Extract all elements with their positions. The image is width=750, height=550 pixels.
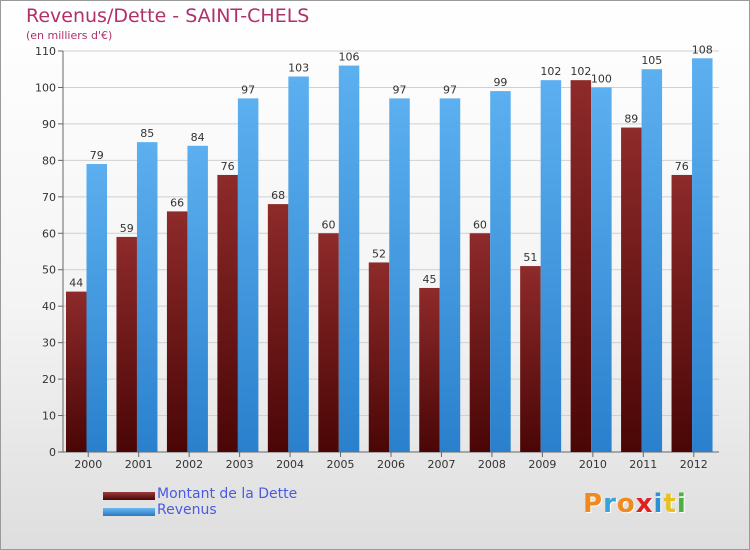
bar-dette — [621, 127, 642, 453]
data-label: 45 — [422, 273, 436, 286]
logo-letter: o — [616, 489, 636, 519]
legend-swatch-dette — [103, 492, 155, 500]
bar-dette — [419, 287, 440, 452]
data-label: 60 — [322, 218, 336, 231]
x-tick-label: 2005 — [327, 458, 355, 471]
x-tick-label: 2002 — [175, 458, 203, 471]
bar-revenus — [439, 98, 461, 453]
logo-letter: x — [635, 489, 654, 519]
x-tick-label: 2008 — [478, 458, 506, 471]
bar-dette — [469, 233, 491, 452]
bar-revenus — [692, 58, 713, 453]
legend-label-dette: Montant de la Dette — [157, 486, 298, 502]
x-tick-label: 2010 — [579, 458, 607, 471]
x-tick-label: 2012 — [680, 458, 708, 471]
bar-revenus — [187, 145, 208, 453]
bar-revenus — [237, 98, 259, 453]
proxiti-logo: Proxiti — [583, 489, 687, 519]
data-label: 59 — [120, 222, 134, 235]
bar-revenus — [389, 98, 410, 453]
data-label: 103 — [288, 62, 309, 75]
data-label: 97 — [393, 83, 407, 96]
bar-revenus — [540, 80, 562, 452]
x-tick-label: 2000 — [74, 458, 102, 471]
data-label: 97 — [443, 83, 457, 96]
data-label: 79 — [90, 149, 104, 162]
data-label: 68 — [271, 189, 285, 202]
y-tick-label: 40 — [42, 300, 56, 313]
y-tick-label: 110 — [35, 45, 56, 58]
y-tick-label: 70 — [42, 191, 56, 204]
bar-revenus — [136, 142, 158, 453]
bar-revenus — [641, 69, 663, 453]
x-tick-label: 2007 — [427, 458, 455, 471]
data-label: 84 — [191, 131, 205, 144]
legend-label-revenus: Revenus — [157, 502, 217, 518]
data-label: 85 — [140, 127, 154, 140]
data-label: 102 — [540, 65, 561, 78]
y-tick-label: 20 — [42, 373, 56, 386]
bar-dette — [166, 211, 188, 452]
y-tick-label: 60 — [42, 227, 56, 240]
y-tick-label: 30 — [42, 337, 56, 350]
data-label: 76 — [221, 160, 235, 173]
bar-dette — [217, 174, 238, 453]
y-tick-label: 100 — [35, 81, 56, 94]
y-tick-label: 80 — [42, 154, 56, 167]
bar-dette — [318, 233, 339, 452]
x-tick-label: 2011 — [629, 458, 657, 471]
y-tick-label: 10 — [42, 410, 56, 423]
bar-dette — [116, 236, 137, 452]
y-tick-label: 50 — [42, 264, 56, 277]
x-tick-label: 2009 — [528, 458, 556, 471]
legend-swatch-revenus — [103, 508, 155, 516]
x-tick-label: 2004 — [276, 458, 304, 471]
logo-letter: r — [603, 489, 617, 519]
data-label: 76 — [675, 160, 689, 173]
bar-dette — [520, 266, 541, 452]
data-label: 106 — [339, 51, 360, 64]
bar-revenus — [338, 65, 360, 452]
bar-dette — [66, 291, 87, 452]
logo-letter: t — [663, 489, 677, 519]
logo-letter: i — [676, 489, 687, 519]
data-label: 99 — [493, 76, 507, 89]
x-tick-label: 2003 — [226, 458, 254, 471]
data-label: 89 — [624, 113, 638, 126]
x-tick-label: 2001 — [125, 458, 153, 471]
y-tick-label: 0 — [49, 446, 56, 459]
data-label: 108 — [692, 43, 713, 56]
y-tick-label: 90 — [42, 118, 56, 131]
data-label: 66 — [170, 196, 184, 209]
data-label: 60 — [473, 218, 487, 231]
bar-revenus — [591, 87, 612, 453]
data-label: 51 — [523, 251, 537, 264]
bar-revenus — [288, 76, 309, 452]
data-label: 44 — [69, 277, 83, 290]
data-label: 102 — [570, 65, 591, 78]
data-label: 105 — [641, 54, 662, 67]
data-label: 100 — [591, 72, 612, 85]
bar-revenus — [490, 91, 511, 452]
data-label: 97 — [241, 83, 255, 96]
bar-dette — [570, 80, 592, 452]
data-label: 52 — [372, 247, 386, 260]
chart-subtitle: (en milliers d'€) — [26, 29, 113, 42]
x-tick-label: 2006 — [377, 458, 405, 471]
logo-letter: i — [653, 489, 664, 519]
bar-revenus — [86, 164, 107, 452]
bar-dette — [368, 262, 390, 452]
chart-title: Revenus/Dette - SAINT-CHELS — [26, 5, 310, 27]
bar-dette — [267, 204, 289, 452]
logo-letter: P — [583, 489, 604, 519]
bar-dette — [671, 174, 693, 453]
